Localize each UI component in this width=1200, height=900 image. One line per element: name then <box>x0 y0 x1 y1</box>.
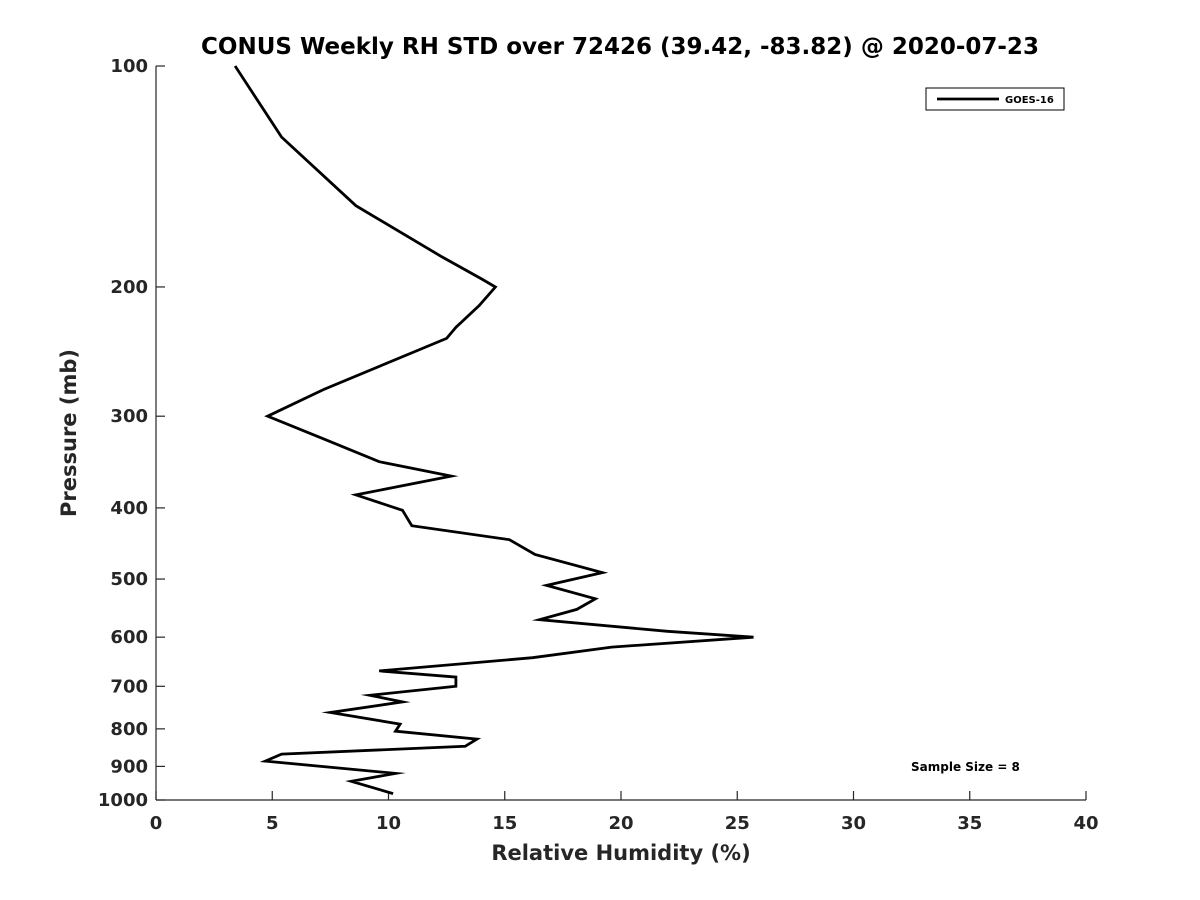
series-layer <box>233 65 754 795</box>
x-axis-label: Relative Humidity (%) <box>491 841 750 865</box>
y-tick-label: 600 <box>110 627 148 648</box>
sample-size-annotation: Sample Size = 8 <box>911 760 1020 774</box>
chart-title: CONUS Weekly RH STD over 72426 (39.42, -… <box>201 34 1039 60</box>
y-tick-label: 100 <box>110 56 148 77</box>
y-tick-label: 300 <box>110 406 148 427</box>
x-tick-label: 0 <box>150 813 163 834</box>
x-tick-label: 5 <box>266 813 279 834</box>
x-tick-label: 10 <box>376 813 401 834</box>
y-axis-label: Pressure (mb) <box>57 349 81 517</box>
y-ticks: 100 200 300 400 500 600 700 800 900 1000 <box>98 56 165 811</box>
series-line-goes-16 <box>233 65 754 795</box>
x-tick-label: 40 <box>1073 813 1098 834</box>
x-tick-label: 30 <box>841 813 866 834</box>
y-tick-label: 1000 <box>98 790 148 811</box>
y-tick-label: 400 <box>110 498 148 519</box>
x-ticks: 0 5 10 15 20 25 30 35 40 <box>150 791 1099 834</box>
y-tick-label: 900 <box>110 756 148 777</box>
y-tick-label: 700 <box>110 676 148 697</box>
y-tick-label: 500 <box>110 569 148 590</box>
x-tick-label: 35 <box>957 813 982 834</box>
legend: GOES-16 <box>925 87 1065 111</box>
y-tick-label: 200 <box>110 277 148 298</box>
y-tick-label: 800 <box>110 719 148 740</box>
x-tick-label: 25 <box>725 813 750 834</box>
legend-label: GOES-16 <box>1005 95 1054 106</box>
x-tick-label: 15 <box>492 813 517 834</box>
x-tick-label: 20 <box>608 813 633 834</box>
